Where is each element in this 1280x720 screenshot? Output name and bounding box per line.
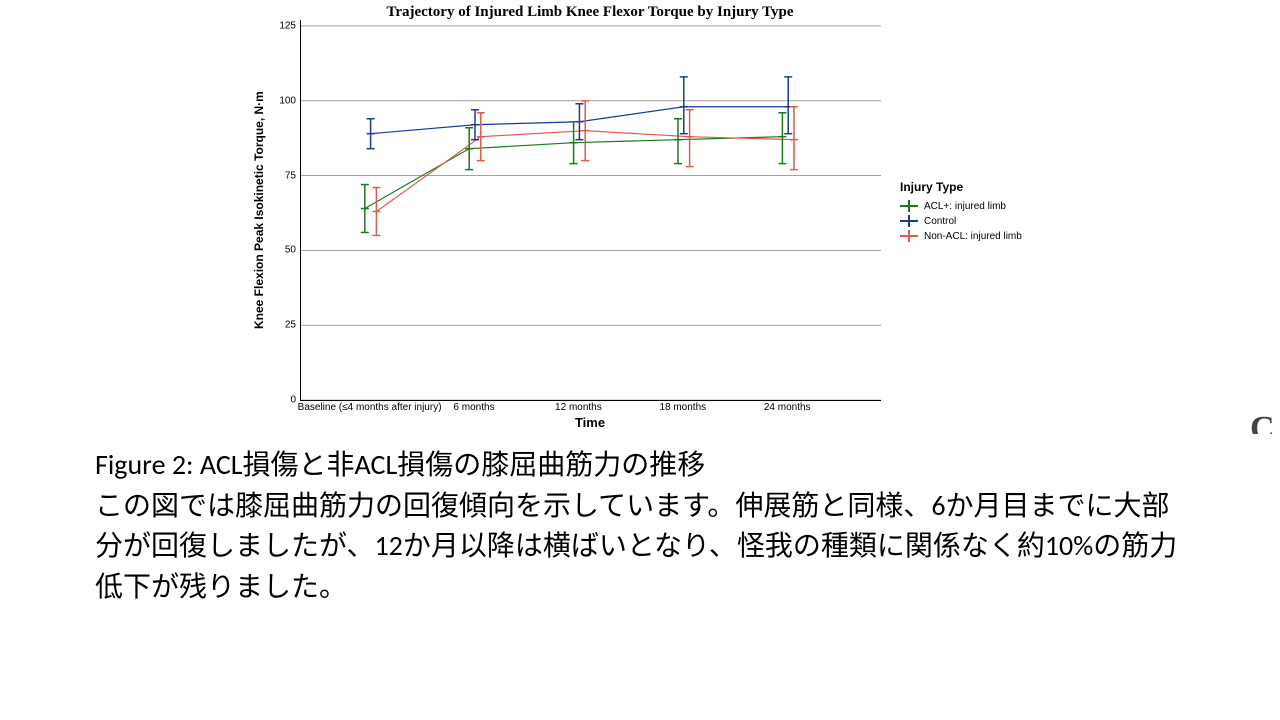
- legend-title: Injury Type: [900, 180, 1022, 194]
- x-tick-label: 18 months: [659, 402, 706, 413]
- legend-item-nonacl: Non-ACL: injured limb: [900, 230, 1022, 242]
- y-axis-label: Knee Flexion Peak Isokinetic Torque, N·m: [250, 20, 268, 400]
- x-tick-label: 6 months: [453, 402, 494, 413]
- y-tick-label: 50: [272, 245, 296, 256]
- x-axis-label: Time: [300, 415, 880, 430]
- plot-area: [300, 20, 881, 401]
- caption-line2: この図では膝屈曲筋力の回復傾向を示しています。伸展筋と同様、6か月目までに大部分…: [95, 488, 1177, 604]
- x-tick-label: 24 months: [764, 402, 811, 413]
- legend-swatch: [900, 215, 918, 227]
- caption-line1: Figure 2: ACL損傷と非ACL損傷の膝屈曲筋力の推移: [95, 447, 705, 482]
- slide: Trajectory of Injured Limb Knee Flexor T…: [0, 0, 1280, 720]
- y-tick-label: 125: [272, 20, 296, 31]
- y-tick-label: 0: [272, 395, 296, 406]
- legend-item-control: Control: [900, 215, 1022, 227]
- legend-items: ACL+: injured limb Control Non-ACL: injure…: [900, 200, 1022, 242]
- chart-container: Trajectory of Injured Limb Knee Flexor T…: [270, 0, 1150, 435]
- figure-caption: Figure 2: ACL損傷と非ACL損傷の膝屈曲筋力の推移 この図では膝屈曲…: [95, 445, 1185, 607]
- y-tick-label: 25: [272, 320, 296, 331]
- legend-label: Non-ACL: injured limb: [924, 231, 1022, 242]
- y-tick-label: 100: [272, 95, 296, 106]
- chart-title: Trajectory of Injured Limb Knee Flexor T…: [270, 4, 910, 21]
- corner-mark: C: [1250, 410, 1272, 434]
- legend-item-acl: ACL+: injured limb: [900, 200, 1022, 212]
- x-tick-label: 12 months: [555, 402, 602, 413]
- legend-label: Control: [924, 216, 956, 227]
- y-tick-label: 75: [272, 170, 296, 181]
- legend-label: ACL+: injured limb: [924, 201, 1006, 212]
- x-tick-label: Baseline (≤4 months after injury): [298, 402, 442, 413]
- legend-swatch: [900, 200, 918, 212]
- plot-svg: [301, 20, 881, 400]
- legend-swatch: [900, 230, 918, 242]
- legend: Injury Type ACL+: injured limb Control Non…: [900, 180, 1022, 245]
